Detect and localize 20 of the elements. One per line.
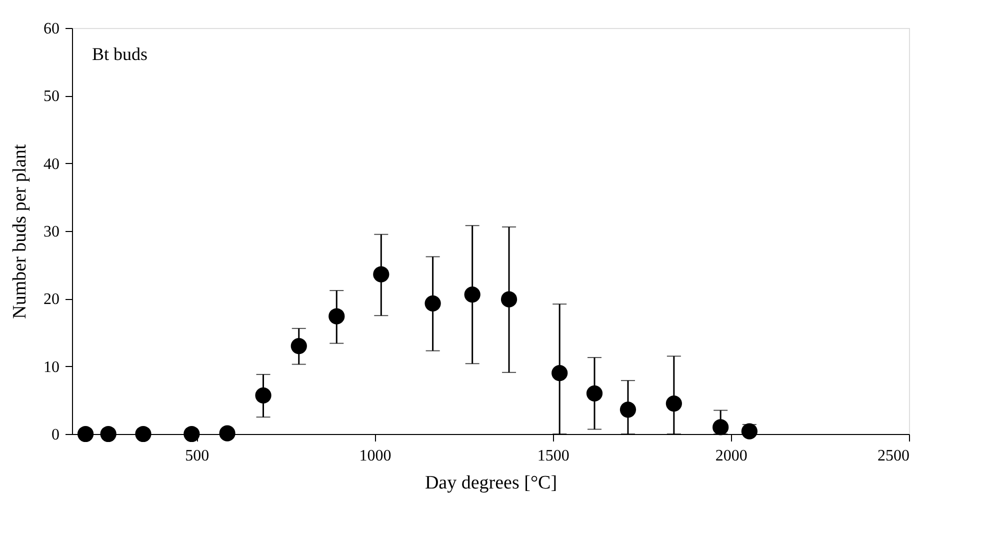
x-tick-label: 2000 (715, 448, 748, 464)
y-tick-label: 60 (44, 20, 60, 38)
x-tick-label: 500 (185, 448, 210, 464)
x-tick-label: 1000 (359, 448, 392, 464)
point (100, 426, 116, 442)
y-axis-title: Number buds per plant (10, 143, 30, 319)
y-tick-label: 30 (44, 224, 60, 240)
point (184, 426, 200, 442)
point (135, 426, 152, 442)
y-tick-label: 50 (44, 88, 60, 106)
y-tick-label: 10 (44, 358, 60, 376)
y-tick-label: 20 (44, 291, 60, 308)
x-tick-label: 2500 (878, 448, 910, 464)
x-tick-label: 1500 (537, 448, 570, 464)
y-tick-label: 0 (52, 426, 60, 444)
y-tick-label: 40 (44, 156, 60, 173)
x-axis-title: Day degrees [°C] (424, 472, 558, 494)
point (77, 426, 94, 442)
annotation: Bt buds (92, 44, 148, 64)
point (219, 425, 236, 442)
